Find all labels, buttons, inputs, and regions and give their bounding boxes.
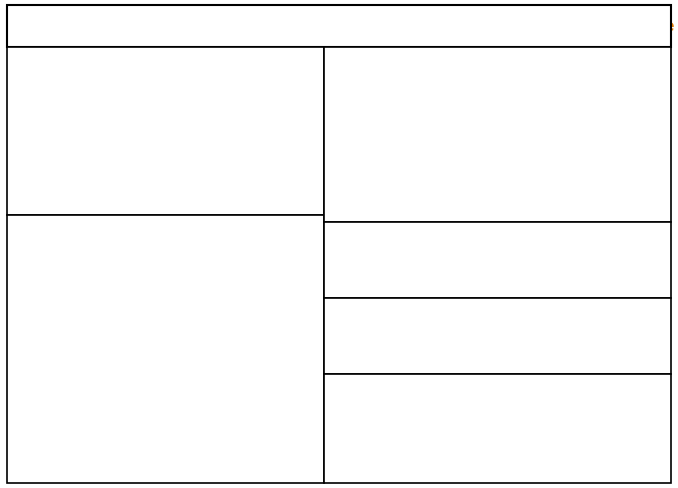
Text: Graphique 2 -: Graphique 2 - [15,21,95,31]
Wedge shape [136,248,165,349]
Text: en posture de contrôle: en posture de contrôle [479,18,674,34]
Wedge shape [554,82,597,115]
Text: La posture scolaire: La posture scolaire [508,56,635,69]
Text: P Lâcher-prise : 11,1 %: P Lâcher-prise : 11,1 % [359,199,508,209]
Text: 11,1 %: 11,1 % [359,135,402,145]
Text: P. Contrôle : 33,1 %: P. Contrôle : 33,1 % [359,82,485,93]
Text: P. Contrôle :100%: P. Contrôle :100% [359,278,476,291]
Text: P. Contrôle :100 %: P. Contrôle :100 % [359,341,480,354]
Text: Retour enseignante A après :: Retour enseignante A après : [334,307,534,320]
Wedge shape [597,72,640,156]
Text: La posture réflexive : 4,6 %: La posture réflexive : 4,6 % [41,199,225,211]
Wedge shape [553,108,611,159]
Wedge shape [73,252,165,349]
Text: La posture de refus : 13,6 %: La posture de refus : 13,6 % [41,168,230,182]
Text: La posture scolaire : 72,7 %: La posture scolaire : 72,7 % [41,86,226,99]
Text: La posture de refus: La posture de refus [519,307,648,320]
Text: Retour enseignante A après :: Retour enseignante A après : [334,229,534,242]
Text: P. Accompagnt :100%: P. Accompagnt :100% [359,433,501,446]
Text: Retour enseignante A après :: Retour enseignante A après : [334,387,534,400]
Text: 9,1 %: 9,1 % [41,140,79,153]
Wedge shape [65,248,266,450]
Text: P. Contre-étayage :: P. Contre-étayage : [359,105,481,115]
Text: La posture ludo-: La posture ludo- [519,229,627,242]
Wedge shape [569,72,597,115]
Wedge shape [64,307,165,364]
Text: La posture ludo-créative :: La posture ludo-créative : [41,108,213,121]
Text: L’enseignante A dans ses interactions: L’enseignante A dans ses interactions [72,19,401,34]
Text: P. Enseignemnt : 44,4 %: P. Enseignemnt : 44,4 % [359,164,514,174]
Text: La posture réflexive: La posture réflexive [519,387,652,400]
Text: Retour enseignante A après :: Retour enseignante A après : [334,56,534,69]
Text: créative: créative [471,252,525,265]
Text: Postures élèves en interaction :: Postures élèves en interaction : [20,59,231,72]
